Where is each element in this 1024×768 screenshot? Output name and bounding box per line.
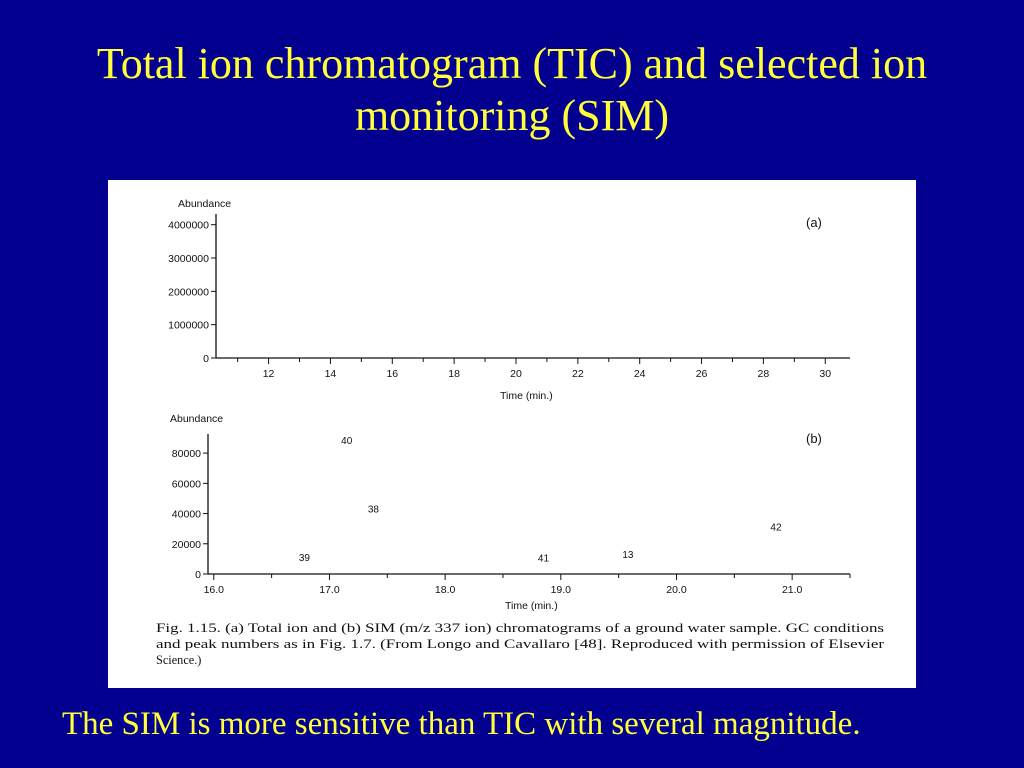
x-tick-label: 21.0 [782,584,803,596]
chromatogram-svg: Abundance (a) 01000000200000030000004000… [108,180,884,667]
x-tick-label: 19.0 [551,584,572,596]
panel-b-xlabel: Time (min.) [505,600,558,612]
y-tick-label: 80000 [172,448,201,460]
y-tick-label: 0 [203,353,209,365]
panel-a-label: (a) [806,215,822,230]
y-tick-label: 1000000 [168,320,209,332]
panel-a-ylabel: Abundance [178,198,231,210]
peak-label-38: 38 [368,505,380,516]
x-tick-label: 14 [325,368,337,380]
slide-title-line-2: monitoring (SIM) [354,91,670,140]
x-tick-label: 18.0 [435,584,456,596]
x-tick-label: 30 [819,368,831,380]
y-tick-label: 0 [195,569,201,581]
peak-label-41: 41 [538,554,550,565]
y-tick-label: 2000000 [168,286,209,298]
x-tick-label: 16.0 [204,584,225,596]
peak-label-39: 39 [299,553,311,564]
chromatogram-figure: Abundance (a) 0 1000000 2000000 3000000 4000… [108,180,916,688]
x-tick-label: 24 [634,368,646,380]
slide-title: Total ion chromatogram (TIC) and selecte… [0,38,1024,142]
x-tick-label: 16 [386,368,398,380]
peak-label-42: 42 [770,523,782,534]
caption-line-1: Fig. 1.15. (a) Total ion and (b) SIM (m/… [156,621,884,635]
caption-line-2: and peak numbers as in Fig. 1.7. (From L… [156,637,884,651]
y-tick-label: 3000000 [168,253,209,265]
panel-b-label: (b) [806,431,822,446]
peak-label-40: 40 [341,436,353,447]
slide-footer-note: The SIM is more sensitive than TIC with … [62,706,861,742]
x-tick-label: 26 [696,368,708,380]
panel-b-ylabel: Abundance [170,413,223,425]
panel-b-axes: 0 20000 40000 60000 80000 16.0 17.0 18.0 19.0 20.… [172,434,851,596]
slide-title-line-1: Total ion chromatogram (TIC) and selecte… [96,39,928,88]
x-tick-label: 20.0 [666,584,687,596]
y-tick-label: 20000 [172,539,201,551]
x-tick-label: 22 [572,368,584,380]
caption-line-3: Science.) [156,653,201,667]
x-tick-label: 17.0 [319,584,340,596]
x-tick-label: 20 [510,368,522,380]
x-tick-label: 28 [758,368,770,380]
figure-caption: Fig. 1.15. (a) Total ion and (b) SIM (m/… [156,621,884,667]
panel-a: Abundance (a) 0 1000000 2000000 3000000 4000… [168,198,850,402]
panel-b-peak-labels: 39 40 38 41 13 42 [299,436,782,565]
y-tick-label: 4000000 [168,220,209,232]
y-tick-label: 60000 [172,478,201,490]
panel-b: Abundance (b) 0 20000 40000 60000 80000 16.0 1… [170,413,851,612]
peak-label-13: 13 [622,550,634,561]
x-tick-label: 12 [263,368,275,380]
x-tick-label: 18 [448,368,460,380]
panel-a-xlabel: Time (min.) [500,390,553,402]
y-tick-label: 40000 [172,509,201,521]
panel-a-axes: 0 1000000 2000000 3000000 4000000 12 14 16 18 20 2… [168,214,850,380]
